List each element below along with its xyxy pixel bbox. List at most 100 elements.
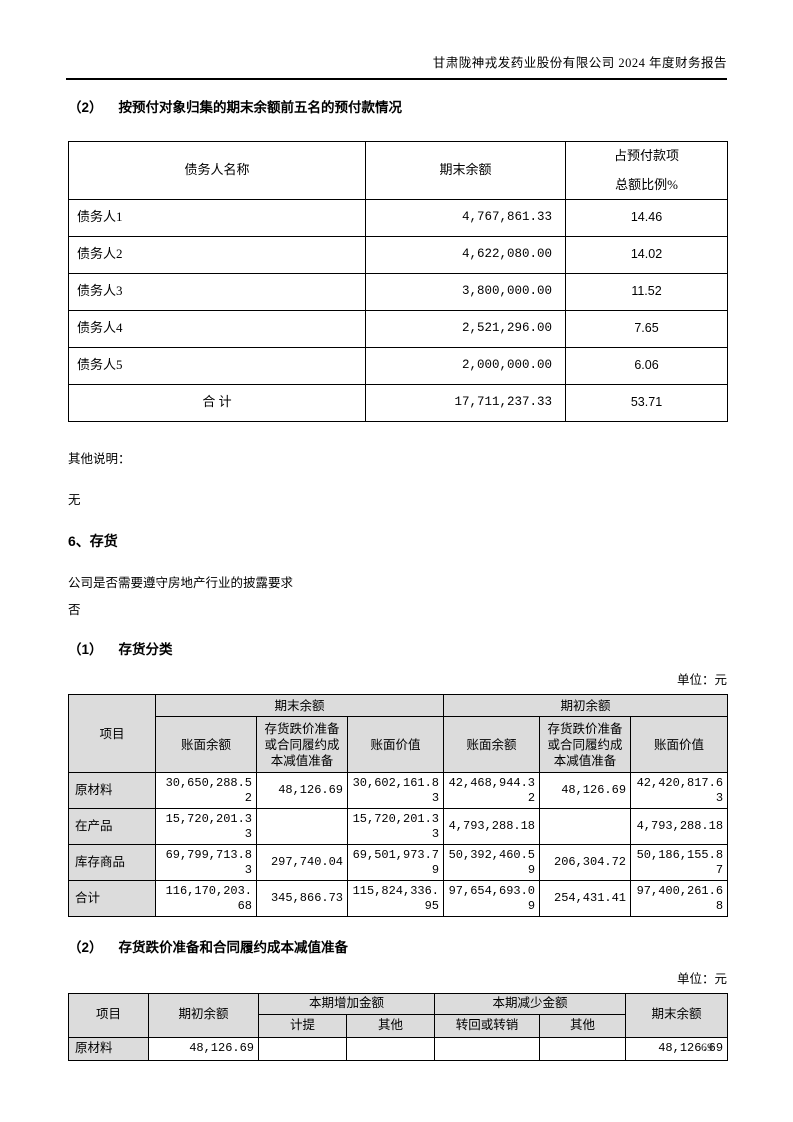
cell-ending-balance: 48,126.69: [625, 1036, 729, 1061]
table-row: 在产品 15,720,201.33 15,720,201.33 4,793,28…: [68, 808, 729, 845]
table-row: 原材料 48,126.69 48,126.69: [68, 1036, 729, 1061]
other-notes-value: 无: [68, 493, 81, 508]
col-header-book-balance: 账面余额: [443, 716, 541, 773]
cell-beginning-provision: 254,431.41: [539, 880, 632, 917]
table-total-row: 合 计 17,711,237.33 53.71: [68, 383, 728, 422]
cell-total-ratio: 53.71: [565, 383, 728, 422]
col-header-ratio: 占预付款项 总额比例%: [565, 140, 728, 200]
group-header-increase: 本期增加金额: [257, 992, 436, 1015]
cell-amount: 3,800,000.00: [365, 272, 566, 311]
inventory-provision-table: 项目 期初余额 本期增加金额 本期减少金额 期末余额 计提 其他 转回或转销 其…: [68, 992, 729, 1061]
cell-ending-book-balance: 30,650,288.52: [155, 772, 257, 809]
sub-header-row: 账面余额 存货跌价准备或合同履约成本减值准备 账面价值 账面余额 存货跌价准备或…: [69, 716, 729, 773]
cell-item: 在产品: [68, 808, 156, 845]
col-header-accrual: 计提: [258, 1013, 347, 1038]
cell-beginning-book-value: 97,400,261.68: [630, 880, 729, 917]
col-header-provision: 存货跌价准备或合同履约成本减值准备: [539, 716, 632, 773]
subsection-heading-classification: （1） 存货分类: [68, 642, 727, 659]
cell-item: 库存商品: [68, 844, 156, 881]
cell-ending-book-value: 115,824,336.95: [346, 880, 445, 917]
col-header-book-value: 账面价值: [630, 716, 729, 773]
cell-item: 原材料: [68, 772, 156, 809]
cell-amount: 4,767,861.33: [365, 198, 566, 237]
ratio-header-line1: 占预付款项: [613, 147, 679, 163]
cell-total-label: 合 计: [68, 383, 366, 422]
section-title: 按预付对象归集的期末余额前五名的预付款情况: [118, 99, 403, 115]
cell-ending-provision: 345,866.73: [256, 880, 348, 917]
cell-ratio: 11.52: [565, 272, 728, 311]
cell-beginning-provision: [539, 808, 632, 845]
table-row: 债务人2 4,622,080.00 14.02: [68, 235, 728, 274]
cell-ending-book-balance: 116,170,203.68: [155, 880, 257, 917]
col-header-other-increase: 其他: [345, 1013, 436, 1038]
unit-label: 单位：元: [676, 673, 727, 688]
group-header-beginning: 期初余额: [443, 694, 729, 717]
subsection-heading-provision: （2） 存货跌价准备和合同履约成本减值准备: [68, 940, 727, 957]
col-header-beginning: 期初余额: [148, 992, 259, 1038]
table-row: 原材料 30,650,288.52 48,126.69 30,602,161.8…: [68, 772, 729, 809]
cell-ratio: 14.02: [565, 235, 728, 274]
section-number: （2）: [68, 99, 103, 115]
section-heading-prepayments: （2） 按预付对象归集的期末余额前五名的预付款情况: [68, 100, 727, 117]
page-number: 69: [701, 1040, 713, 1054]
cell-ending-book-balance: 15,720,201.33: [155, 808, 257, 845]
cell-reversal: [434, 1036, 541, 1061]
cell-beginning-book-value: 50,186,155.87: [630, 844, 729, 881]
cell-beginning-book-balance: 4,793,288.18: [443, 808, 541, 845]
cell-debtor: 债务人3: [68, 272, 366, 311]
inventory-classification-table: 项目 期末余额 期初余额 账面余额 存货跌价准备或合同履约成本减值准备 账面价值…: [68, 694, 729, 917]
cell-ending-book-balance: 69,799,713.83: [155, 844, 257, 881]
cell-beginning-provision: 48,126.69: [539, 772, 632, 809]
group-header-decrease: 本期减少金额: [434, 992, 627, 1015]
table-header-row: 债务人名称 期末余额 占预付款项 总额比例%: [68, 140, 728, 200]
cell-item: 原材料: [68, 1036, 149, 1061]
table-row: 债务人1 4,767,861.33 14.46: [68, 198, 728, 237]
col-header-other-decrease: 其他: [539, 1013, 627, 1038]
table-row: 库存商品 69,799,713.83 297,740.04 69,501,973…: [68, 844, 729, 881]
col-header-item: 项目: [68, 694, 156, 773]
cell-total-label: 合计: [68, 880, 156, 917]
cell-ending-book-value: 69,501,973.79: [346, 844, 445, 881]
cell-ratio: 7.65: [565, 309, 728, 348]
unit-label: 单位：元: [676, 971, 727, 986]
subsection-title: 存货跌价准备和合同履约成本减值准备: [118, 940, 349, 955]
ratio-header-line2: 总额比例%: [615, 176, 678, 192]
section-heading-inventory: 6、存货: [68, 532, 118, 549]
group-header-ending: 期末余额: [154, 694, 445, 717]
sub-header-row: 计提 其他 转回或转销 其他: [69, 1013, 728, 1038]
real-estate-disclosure-answer: 否: [68, 602, 81, 617]
cell-ratio: 14.46: [565, 198, 728, 237]
cell-ending-provision: [256, 808, 348, 845]
table-row: 债务人4 2,521,296.00 7.65: [68, 309, 728, 348]
cell-beginning-book-value: 42,420,817.63: [630, 772, 729, 809]
cell-other-increase: [345, 1036, 436, 1061]
cell-beginning-provision: 206,304.72: [539, 844, 632, 881]
real-estate-disclosure-question: 公司是否需要遵守房地产行业的披露要求: [68, 576, 294, 591]
cell-beginning-book-value: 4,793,288.18: [630, 808, 729, 845]
table-row: 债务人3 3,800,000.00 11.52: [68, 272, 728, 311]
cell-ending-provision: 297,740.04: [256, 844, 348, 881]
col-header-ending-balance: 期末余额: [365, 140, 566, 200]
cell-amount: 4,622,080.00: [365, 235, 566, 274]
cell-debtor: 债务人1: [68, 198, 366, 237]
subsection-number: （1）: [68, 641, 103, 657]
cell-accrual: [258, 1036, 347, 1061]
cell-ending-book-value: 15,720,201.33: [346, 808, 445, 845]
doc-header-title: 甘肃陇神戎发药业股份有限公司 2024 年度财务报告: [432, 56, 727, 70]
cell-debtor: 债务人4: [68, 309, 366, 348]
cell-beginning-book-balance: 50,392,460.59: [443, 844, 541, 881]
table-total-row: 合计 116,170,203.68 345,866.73 115,824,336…: [68, 880, 729, 917]
prepayments-table: 债务人名称 期末余额 占预付款项 总额比例% 债务人1 4,767,861.33…: [68, 140, 728, 422]
doc-header: 甘肃陇神戎发药业股份有限公司 2024 年度财务报告: [66, 56, 727, 80]
cell-beginning-balance: 48,126.69: [148, 1036, 259, 1061]
cell-beginning-book-balance: 42,468,944.32: [443, 772, 541, 809]
cell-beginning-book-balance: 97,654,693.09: [443, 880, 541, 917]
cell-ending-book-value: 30,602,161.83: [346, 772, 445, 809]
subsection-number: （2）: [68, 940, 103, 955]
table-row: 债务人5 2,000,000.00 6.06: [68, 346, 728, 385]
cell-debtor: 债务人5: [68, 346, 366, 385]
cell-other-decrease: [539, 1036, 627, 1061]
group-header-row: 项目 期末余额 期初余额: [68, 694, 729, 773]
cell-debtor: 债务人2: [68, 235, 366, 274]
cell-ratio: 6.06: [565, 346, 728, 385]
